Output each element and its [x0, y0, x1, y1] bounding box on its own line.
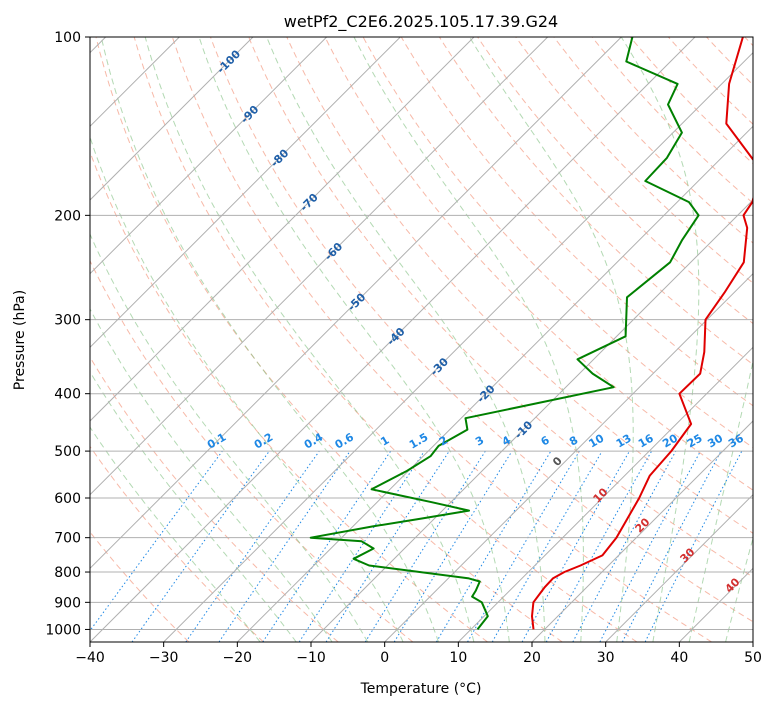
y-tick-label: 800 — [54, 565, 81, 581]
mixing-ratio-line — [393, 450, 513, 642]
dewpoint-line — [309, 37, 700, 631]
mixing-ratio-line — [521, 450, 630, 642]
moist-adiabat — [266, 37, 546, 642]
y-tick-label: 900 — [54, 595, 81, 611]
dry-adiabat — [90, 259, 414, 642]
dry-adiabat — [90, 445, 264, 642]
isotherm-gridline — [90, 37, 475, 422]
dry-adiabat — [591, 37, 753, 204]
y-tick-label: 700 — [54, 531, 81, 547]
dry-adiabat — [133, 37, 638, 642]
dry-adiabat — [171, 37, 712, 642]
plot-frame — [89, 36, 754, 643]
isotherm-gridline — [90, 37, 254, 201]
moist-adiabat — [620, 37, 700, 642]
isotherm-gridline — [90, 37, 696, 642]
temperature-line — [531, 37, 753, 630]
moist-adiabat — [353, 37, 584, 642]
dry-adiabat — [515, 37, 753, 284]
moist-adiabat — [90, 370, 297, 642]
mixing-ratio-line — [185, 450, 320, 642]
isotherm-gridline — [310, 199, 753, 642]
dry-adiabat — [248, 37, 753, 578]
y-tick-label: 100 — [54, 30, 81, 46]
chart-title: wetPf2_C2E6.2025.105.17.39.G24 — [284, 12, 558, 32]
dry-adiabat — [629, 37, 753, 165]
mixing-ratio-line — [572, 450, 677, 642]
isotherm-gridline — [90, 37, 549, 496]
y-tick-label: 300 — [54, 313, 81, 329]
moist-adiabat — [688, 358, 753, 642]
x-tick-label: −20 — [223, 650, 253, 666]
dry-adiabat — [210, 37, 753, 623]
x-tick-label: 20 — [523, 650, 541, 666]
isotherm-gridline — [90, 37, 401, 349]
mixing-ratio-line — [262, 450, 392, 642]
mixing-ratio-line — [90, 450, 223, 632]
x-tick-label: −30 — [149, 650, 179, 666]
moist-adiabat — [144, 37, 475, 642]
isotherm-gridline — [384, 272, 753, 642]
isotherm-gridline — [90, 37, 328, 275]
moist-adiabat — [90, 135, 404, 642]
moist-adiabat — [725, 536, 753, 642]
isotherm-gridline — [163, 51, 753, 642]
moist-adiabat — [90, 308, 333, 642]
y-tick-label: 600 — [54, 491, 81, 507]
isotherm-gridline — [90, 37, 622, 570]
mixing-ratio-line — [325, 450, 450, 642]
x-tick-label: 30 — [597, 650, 615, 666]
y-axis-label: Pressure (hPa) — [12, 290, 28, 390]
x-tick-label: 40 — [670, 650, 688, 666]
x-axis-label: Temperature (°C) — [360, 681, 482, 697]
dry-adiabat — [95, 37, 563, 642]
y-tick-label: 1000 — [45, 622, 81, 638]
dry-adiabat — [400, 37, 753, 407]
dry-adiabat — [477, 37, 753, 325]
mixing-ratio-line — [218, 450, 351, 642]
moist-adiabat — [100, 37, 439, 642]
mixing-ratio-line — [644, 450, 743, 642]
x-tick-label: −40 — [75, 650, 105, 666]
x-tick-label: 0 — [380, 650, 389, 666]
y-tick-label: 500 — [54, 444, 81, 460]
x-tick-label: 50 — [744, 650, 762, 666]
mixing-ratio-line — [131, 450, 270, 642]
isotherm-gridline — [605, 493, 753, 642]
y-tick-label: 400 — [54, 387, 81, 403]
isotherm-gridline — [531, 420, 753, 642]
moist-adiabat — [198, 37, 510, 642]
isotherm-gridline — [236, 125, 753, 642]
x-tick-label: 10 — [449, 650, 467, 666]
y-tick-label: 200 — [54, 208, 81, 224]
mixing-ratio-line — [545, 450, 653, 642]
isotherm-gridline — [457, 346, 753, 642]
dry-adiabat — [324, 37, 753, 491]
x-tick-label: −10 — [296, 650, 326, 666]
moist-adiabat — [90, 232, 369, 642]
moist-adiabat — [90, 426, 261, 642]
